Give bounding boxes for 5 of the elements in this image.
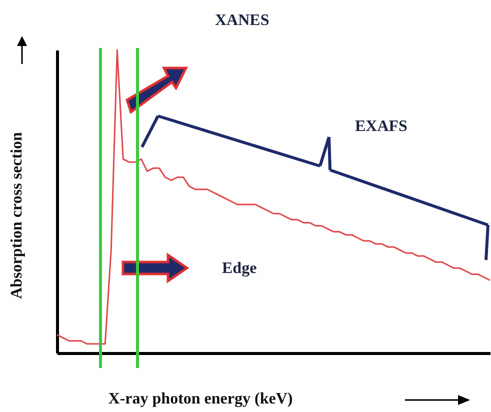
x-axis-title: X-ray photon energy (keV) xyxy=(108,390,293,408)
annotation: EXAFS xyxy=(355,118,408,135)
text: XANES xyxy=(215,12,270,29)
y-axis-title: Absorption cross section xyxy=(8,132,26,299)
annotation: Edge xyxy=(222,260,257,277)
